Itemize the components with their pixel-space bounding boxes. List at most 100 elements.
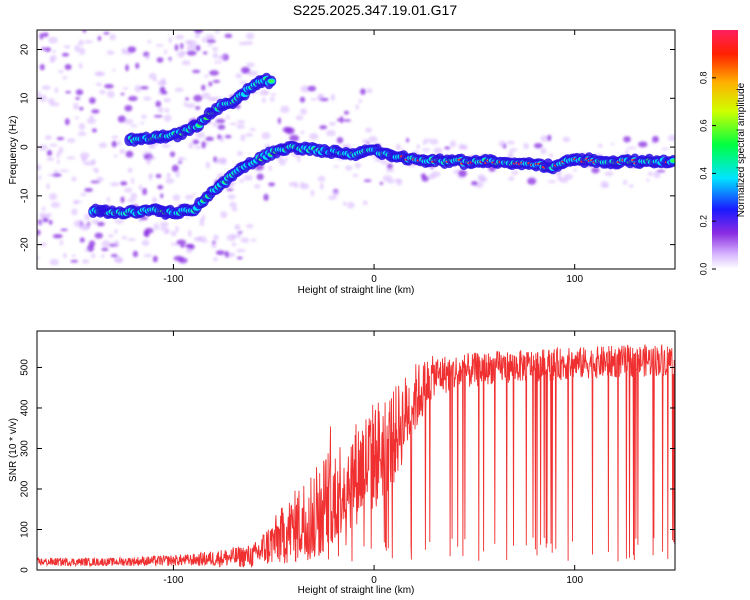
- noise-blob: [80, 192, 87, 197]
- noise-blob: [180, 42, 184, 50]
- ridge-peak: [268, 79, 275, 83]
- noise-blob: [380, 160, 389, 165]
- bottom-y-axis-label: SNR (10 * v/v): [8, 418, 19, 482]
- noise-blob: [396, 178, 403, 186]
- colorbar-tick-label: 0.2: [698, 215, 708, 228]
- noise-blob: [65, 90, 71, 94]
- noise-blob: [44, 47, 51, 52]
- noise-blob: [164, 49, 168, 55]
- noise-blob: [89, 114, 94, 119]
- noise-blob: [127, 237, 136, 242]
- noise-blob: [343, 110, 350, 115]
- noise-blob: [106, 50, 115, 55]
- noise-blob: [646, 178, 650, 182]
- noise-blob: [125, 64, 129, 72]
- noise-blob: [239, 178, 245, 183]
- colorbar-label: Normalized spectral amplitude: [736, 82, 747, 217]
- noise-blob: [511, 170, 519, 176]
- noise-blob: [112, 68, 116, 72]
- snr-panel: -100 0 100 0 100 200 300 400 500 Height of strai…: [8, 330, 676, 596]
- noise-blob: [379, 181, 384, 185]
- noise-blob: [184, 194, 194, 200]
- noise-blob: [84, 249, 89, 252]
- noise-blob: [139, 121, 145, 125]
- noise-blob: [300, 130, 305, 134]
- noise-blob: [54, 87, 59, 94]
- noise-blob: [248, 70, 259, 76]
- noise-blob: [205, 161, 211, 169]
- noise-blob: [449, 140, 456, 148]
- noise-blob: [81, 259, 90, 264]
- noise-blob: [622, 179, 628, 185]
- noise-blob: [328, 121, 336, 126]
- colorbar-tick-label: 0.8: [698, 72, 708, 85]
- noise-blob: [263, 193, 269, 201]
- noise-blob: [75, 96, 80, 100]
- noise-blob: [653, 171, 661, 179]
- noise-blob: [97, 35, 102, 41]
- snr-y-tick-label: 200: [20, 480, 31, 497]
- noise-blob: [124, 104, 133, 112]
- noise-blob: [625, 149, 629, 156]
- noise-blob: [174, 87, 184, 92]
- noise-blob: [145, 55, 150, 60]
- noise-blob: [623, 136, 631, 143]
- noise-blob: [212, 234, 219, 241]
- noise-blob: [647, 171, 654, 176]
- noise-blob: [41, 85, 51, 90]
- noise-blob: [160, 193, 164, 199]
- noise-blob: [235, 73, 242, 79]
- noise-blob: [62, 76, 68, 80]
- noise-blob: [138, 184, 143, 191]
- noise-blob: [295, 115, 304, 121]
- noise-blob: [52, 233, 63, 239]
- noise-blob: [540, 147, 547, 155]
- noise-blob: [199, 217, 205, 223]
- noise-blob: [148, 156, 156, 160]
- noise-blob: [192, 139, 200, 145]
- noise-blob: [119, 148, 126, 155]
- snr-y-tick-label: 500: [20, 359, 31, 376]
- noise-blob: [458, 144, 466, 150]
- noise-blob: [97, 221, 105, 227]
- noise-blob: [217, 55, 226, 60]
- noise-blob: [46, 157, 55, 162]
- noise-blob: [41, 206, 46, 212]
- noise-blob: [231, 206, 238, 212]
- noise-blob: [86, 117, 96, 124]
- noise-blob: [122, 86, 129, 90]
- noise-blob: [56, 137, 65, 141]
- noise-blob: [549, 153, 554, 158]
- snr-y-tick-label: 100: [20, 521, 31, 538]
- noise-blob: [207, 96, 216, 102]
- noise-blob: [300, 85, 311, 93]
- noise-blob: [245, 223, 254, 229]
- noise-blob: [72, 199, 79, 205]
- noise-blob: [610, 142, 615, 146]
- noise-blob: [171, 164, 179, 173]
- noise-blob: [52, 49, 56, 54]
- noise-blob: [427, 174, 436, 180]
- noise-blob: [228, 252, 236, 258]
- noise-blob: [212, 46, 219, 52]
- noise-blob: [79, 106, 84, 111]
- noise-blob: [395, 143, 401, 151]
- noise-blob: [282, 126, 293, 133]
- noise-blob: [130, 177, 135, 185]
- snr-ticks: -100 0 100 0 100 200 300 400 500: [20, 331, 675, 586]
- noise-blob: [58, 146, 64, 154]
- noise-blob: [243, 174, 253, 181]
- noise-blob: [309, 132, 319, 140]
- noise-blob: [661, 147, 669, 151]
- noise-blob: [201, 84, 206, 91]
- noise-blob: [113, 240, 120, 248]
- noise-blob: [101, 240, 111, 248]
- noise-blob: [161, 90, 168, 95]
- noise-blob: [249, 128, 256, 131]
- noise-blob: [159, 221, 169, 228]
- noise-blob: [604, 171, 614, 177]
- noise-blob: [56, 151, 61, 159]
- noise-blob: [63, 45, 71, 49]
- noise-blob: [175, 34, 185, 40]
- noise-blob: [77, 131, 87, 137]
